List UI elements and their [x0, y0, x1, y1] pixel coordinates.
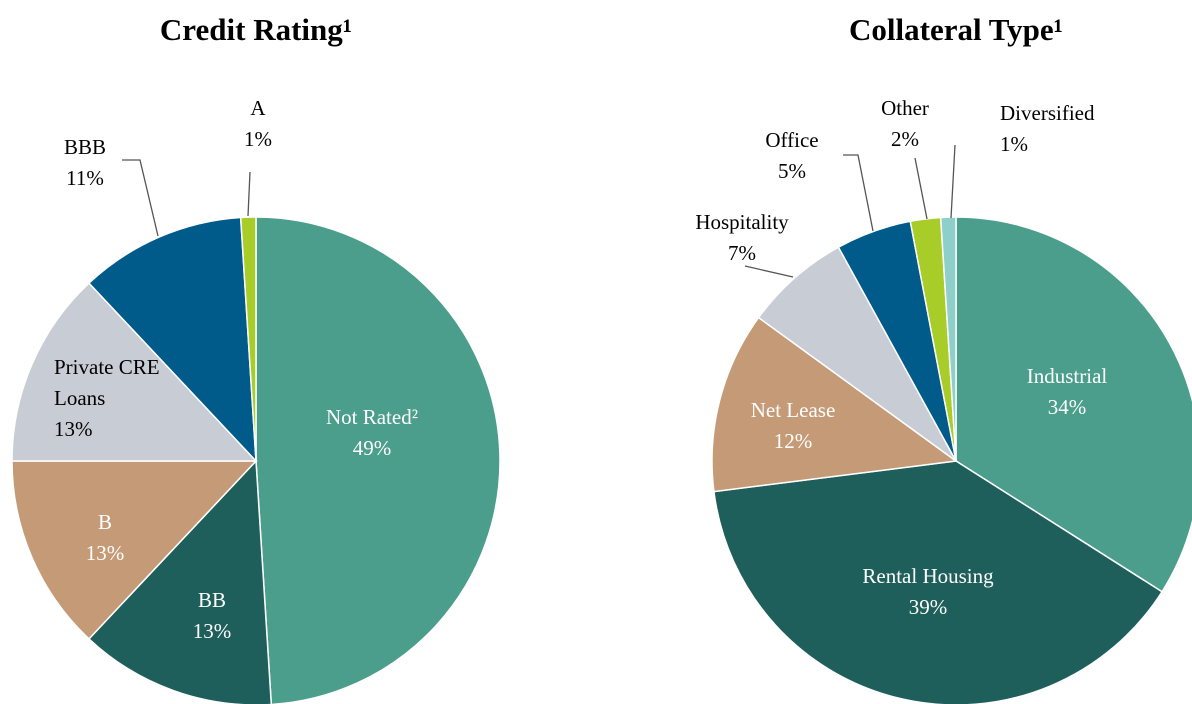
slice-category: Private CRE Loans	[54, 355, 160, 410]
slice-category: A	[250, 96, 266, 120]
pie-slice	[87, 459, 273, 704]
slice-label: Diversified 1%	[1000, 98, 1140, 160]
slice-value-label: 13%	[192, 619, 232, 643]
slice-value-label: 1%	[244, 127, 272, 151]
slice-category: Net Lease	[750, 398, 836, 422]
slice-label: B 13%	[86, 507, 125, 569]
slice-value-label: 12%	[773, 429, 813, 453]
slice-category: BBB	[63, 135, 107, 159]
slice-value-label: 5%	[778, 159, 806, 183]
slice-category: Diversified	[1000, 101, 1095, 125]
slice-label: BB 13%	[193, 585, 232, 647]
slice-category: Other	[881, 96, 929, 120]
slice-value-label: 49%	[352, 436, 392, 460]
pie-slice	[713, 460, 1164, 704]
leader-line	[843, 154, 874, 232]
slice-category: Office	[765, 128, 819, 152]
slice-label: Office 5%	[765, 125, 818, 187]
slice-value-label: 11%	[66, 166, 104, 190]
slice-label: Other 2%	[881, 93, 929, 155]
pie-slice	[11, 460, 258, 640]
slice-label: Net Lease 12%	[751, 395, 836, 457]
pie-slice	[757, 246, 957, 462]
slice-value-label: 13%	[85, 541, 125, 565]
pie-slice	[255, 216, 501, 704]
pie-slice	[239, 216, 257, 462]
slice-label: A 1%	[244, 93, 272, 155]
slice-category: Industrial	[1026, 364, 1108, 388]
slice-value-label: 34%	[1047, 395, 1087, 419]
slice-label: Private CRE Loans 13%	[54, 352, 184, 445]
slice-label: Not Rated² 49%	[326, 402, 418, 464]
leader-line	[914, 157, 928, 220]
leader-line	[744, 265, 794, 278]
pie-slice	[11, 282, 258, 462]
slice-category: BB	[197, 588, 226, 612]
slice-value-label: 39%	[908, 595, 948, 619]
pie-slice	[87, 216, 257, 464]
chart-title: Collateral Type¹	[849, 12, 1063, 47]
slice-category: Not Rated²	[325, 405, 419, 429]
slice-label: Industrial 34%	[1027, 361, 1107, 423]
slice-label: Rental Housing 39%	[862, 561, 993, 623]
leader-line	[950, 144, 956, 219]
leader-line	[247, 171, 251, 217]
slice-label: Hospitality 7%	[695, 207, 788, 269]
slice-value-label: 13%	[54, 417, 93, 441]
slice-value-label: 7%	[728, 241, 756, 265]
slice-label: BBB 11%	[64, 132, 106, 194]
chart-title: Credit Rating¹	[159, 12, 353, 47]
pie-slice	[939, 216, 957, 462]
slice-value-label: 2%	[890, 127, 919, 151]
slice-category: B	[97, 510, 112, 534]
slice-category: Hospitality	[695, 210, 789, 234]
leader-line	[122, 159, 159, 237]
slice-category: Rental Housing	[862, 564, 994, 588]
pie-slice	[711, 316, 958, 493]
slice-value-label: 1%	[1000, 132, 1028, 156]
